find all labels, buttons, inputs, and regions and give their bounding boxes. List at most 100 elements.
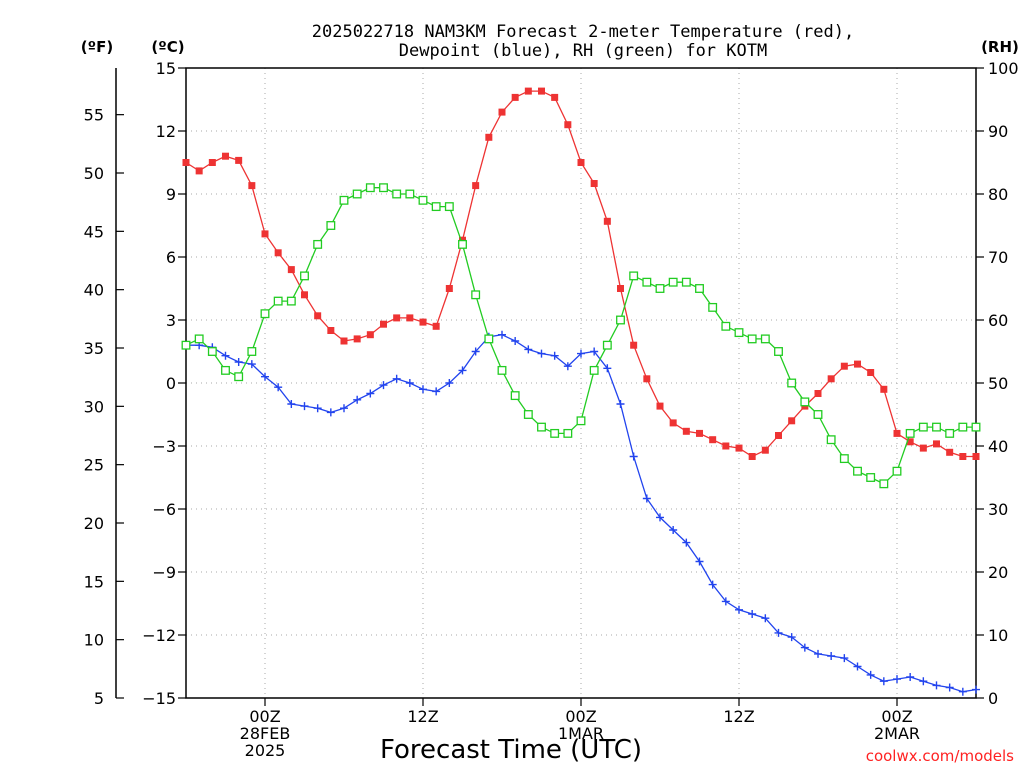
series-rh	[181, 183, 981, 489]
dewpoint-point	[537, 349, 546, 358]
dewpoint-point	[392, 374, 401, 383]
temperature-point	[511, 93, 519, 101]
x-tick-label: 28FEB	[240, 724, 291, 743]
credit-link[interactable]: coolwx.com/models	[866, 747, 1014, 765]
temperature-point	[617, 285, 624, 292]
chart-title-line-2: Dewpoint (blue), RH (green) for KOTM	[399, 41, 767, 61]
temperature-point	[761, 446, 769, 454]
dewpoint-point	[405, 379, 414, 387]
rh-unit-label: (RH)	[981, 38, 1019, 56]
rh-point	[760, 334, 770, 344]
rh-point	[708, 302, 718, 312]
rh-point	[734, 328, 744, 338]
dewpoint-point	[524, 345, 533, 354]
temperature-point	[577, 159, 585, 166]
rh-point	[905, 428, 915, 438]
temperature-point	[564, 121, 572, 129]
rh-point	[918, 422, 928, 432]
celsius-tick-label: −3	[152, 437, 176, 456]
celsius-tick-label: 9	[166, 185, 176, 204]
rh-point	[497, 365, 507, 375]
rh-point	[194, 334, 204, 344]
rh-tick-label: 10	[988, 626, 1008, 645]
rh-point	[300, 271, 309, 281]
rh-point	[945, 428, 955, 438]
rh-point	[642, 277, 652, 287]
temperature-point	[696, 429, 703, 437]
temperature-point	[946, 448, 954, 456]
temperature-point	[656, 402, 664, 410]
temperature-point	[814, 390, 822, 397]
dewpoint-point	[471, 347, 480, 356]
celsius-tick-label: −12	[142, 626, 176, 645]
dewpoint-point	[326, 408, 335, 417]
fahrenheit-tick-label: 35	[84, 339, 104, 358]
fahrenheit-tick-label: 30	[84, 397, 104, 416]
rh-point	[589, 365, 599, 375]
rh-point	[616, 315, 625, 325]
rh-tick-label: 80	[988, 185, 1008, 204]
temperature-point	[445, 285, 453, 292]
celsius-tick-label: 3	[166, 311, 176, 330]
dewpoint-point	[814, 649, 822, 658]
rh-point	[813, 410, 823, 419]
dewpoint-point	[261, 372, 269, 381]
temperature-point	[327, 327, 335, 334]
fahrenheit-tick-label: 25	[84, 456, 104, 475]
rh-tick-label: 90	[988, 122, 1008, 141]
rh-point	[431, 202, 441, 212]
temperature-point	[393, 314, 401, 322]
dewpoint-point	[366, 389, 375, 398]
rh-point	[602, 340, 612, 350]
rh-point	[523, 410, 533, 419]
temperature-point	[603, 217, 611, 225]
fahrenheit-tick-label: 50	[84, 164, 104, 183]
rh-point	[273, 296, 283, 306]
rh-point	[444, 202, 454, 212]
dewpoint-point	[669, 526, 678, 534]
rh-point	[971, 422, 981, 432]
dewpoint-point	[879, 677, 888, 686]
rh-point	[866, 473, 876, 482]
dewpoint-point	[247, 360, 256, 369]
temperature-point	[340, 337, 348, 345]
dewpoint-point	[893, 675, 901, 684]
temperature-point	[906, 438, 914, 446]
x-tick-label: 00Z	[565, 707, 596, 726]
rh-point	[681, 277, 691, 287]
temperature-point	[630, 341, 638, 349]
temperature-point	[840, 362, 848, 370]
dewpoint-point	[287, 400, 296, 408]
rh-point	[247, 347, 257, 356]
celsius-tick-label: −15	[142, 689, 176, 708]
temperature-point	[208, 159, 216, 166]
dewpoint-point	[932, 681, 941, 690]
dewpoint-point	[577, 349, 585, 358]
fahrenheit-tick-label: 20	[84, 514, 104, 533]
temperature-point	[419, 318, 427, 326]
dewpoint-point	[340, 404, 348, 413]
rh-point	[484, 334, 494, 344]
temperature-point	[933, 440, 940, 448]
rh-point	[392, 189, 402, 199]
temperature-point	[287, 266, 295, 274]
temperature-point	[827, 375, 835, 383]
rh-point	[839, 454, 849, 464]
grid-lines	[186, 68, 976, 698]
dewpoint-point	[827, 652, 836, 660]
rh-tick-label: 60	[988, 311, 1008, 330]
x-tick-label: 2MAR	[874, 724, 920, 743]
dewpoint-point	[787, 633, 796, 642]
celsius-tick-label: −6	[152, 500, 176, 519]
rh-point	[405, 189, 415, 199]
x-tick-label: 12Z	[407, 707, 438, 726]
rh-point	[774, 347, 783, 356]
dewpoint-point	[958, 687, 967, 696]
rh-point	[958, 422, 968, 432]
celsius-tick-label: −9	[152, 563, 176, 582]
dewpoint-point	[656, 513, 664, 522]
dewpoint-point	[906, 673, 915, 681]
rh-tick-label: 100	[988, 59, 1019, 78]
dewpoint-point	[458, 366, 467, 375]
dewpoint-point	[629, 452, 638, 461]
